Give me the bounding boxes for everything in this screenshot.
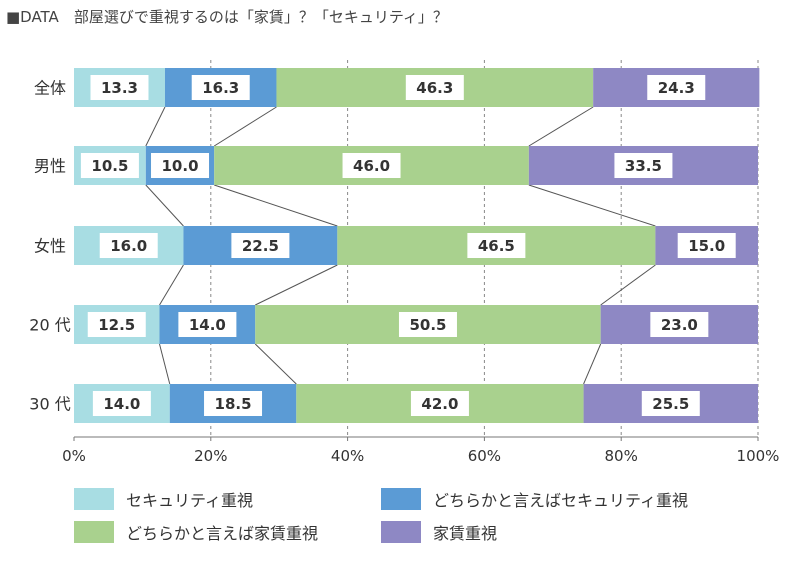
chart-title: ■DATA 部屋選びで重視するのは「家賃」？「セキュリティ」？ bbox=[6, 8, 448, 26]
value-label-box bbox=[92, 391, 151, 416]
x-tick-label: 40% bbox=[331, 447, 364, 465]
connector-line bbox=[213, 106, 277, 147]
value-label-box bbox=[467, 233, 526, 258]
value-label-box bbox=[398, 312, 457, 337]
value-label-box bbox=[641, 391, 700, 416]
legend-item-rent: 家賃重視 bbox=[381, 520, 497, 544]
x-tick-label: 20% bbox=[194, 447, 227, 465]
value-label: 25.5 bbox=[652, 395, 689, 413]
legend-label-somewhat-rent: どちらかと言えば家賃重視 bbox=[126, 524, 319, 543]
value-label-box bbox=[178, 312, 237, 337]
x-tick-label: 100% bbox=[737, 447, 780, 465]
value-label: 12.5 bbox=[98, 316, 135, 334]
legend-item-security: セキュリティ重視 bbox=[74, 487, 253, 511]
category-label: 女性 bbox=[34, 237, 66, 256]
value-label: 16.0 bbox=[110, 237, 147, 255]
value-label: 22.5 bbox=[242, 237, 279, 255]
value-label: 33.5 bbox=[625, 157, 662, 175]
value-label: 46.5 bbox=[478, 237, 515, 255]
value-label: 23.0 bbox=[661, 316, 698, 334]
value-label-box bbox=[191, 75, 250, 100]
value-label-box bbox=[405, 75, 464, 100]
connector-line bbox=[254, 343, 297, 385]
legend-item-somewhat-security: どちらかと言えばセキュリティ重視 bbox=[381, 487, 688, 511]
value-label-box bbox=[410, 391, 469, 416]
value-label: 24.3 bbox=[658, 79, 695, 97]
value-label: 13.3 bbox=[101, 79, 138, 97]
value-label: 16.3 bbox=[202, 79, 239, 97]
value-label-box bbox=[204, 391, 263, 416]
legend-swatch-somewhat-security bbox=[381, 488, 421, 510]
value-label-box bbox=[614, 153, 673, 178]
connector-line bbox=[145, 184, 184, 227]
connector-line bbox=[600, 264, 656, 306]
value-label-box bbox=[99, 233, 158, 258]
value-label-box bbox=[151, 153, 210, 178]
legend-swatch-somewhat-rent bbox=[74, 521, 114, 543]
value-label: 50.5 bbox=[409, 316, 446, 334]
legend-label-security: セキュリティ重視 bbox=[126, 491, 254, 510]
value-label-box bbox=[677, 233, 736, 258]
connector-line bbox=[255, 264, 338, 306]
legend-label-rent: 家賃重視 bbox=[433, 524, 498, 543]
connector-line bbox=[159, 264, 184, 306]
connector-line bbox=[145, 106, 166, 147]
value-label: 42.0 bbox=[421, 395, 458, 413]
value-label-box bbox=[231, 233, 290, 258]
legend-label-somewhat-security: どちらかと言えばセキュリティ重視 bbox=[433, 491, 689, 510]
category-label: 男性 bbox=[34, 157, 66, 176]
value-label-box bbox=[80, 153, 139, 178]
connector-line bbox=[583, 343, 602, 385]
connector-line bbox=[214, 184, 338, 227]
x-tick-label: 60% bbox=[468, 447, 501, 465]
x-tick-label: 80% bbox=[605, 447, 638, 465]
value-label: 15.0 bbox=[688, 237, 725, 255]
legend-swatch-security bbox=[74, 488, 114, 510]
category-label: 20 代 bbox=[29, 316, 70, 335]
value-label-box bbox=[650, 312, 709, 337]
connector-line bbox=[528, 106, 594, 147]
stacked-bar-chart: 全体 13.3 16.3 46.3 24.3 男性 10.5 10.0 46.0 33.5 女性 16… bbox=[29, 60, 780, 465]
value-label-box bbox=[90, 75, 149, 100]
value-label: 10.0 bbox=[162, 157, 199, 175]
connector-line bbox=[159, 343, 171, 385]
connector-line bbox=[528, 184, 656, 227]
value-label: 14.0 bbox=[103, 395, 140, 413]
value-label-box bbox=[647, 75, 706, 100]
category-label: 全体 bbox=[34, 79, 66, 98]
legend-swatch-rent bbox=[381, 521, 421, 543]
category-label: 30 代 bbox=[29, 395, 70, 414]
x-tick-label: 0% bbox=[62, 447, 86, 465]
value-label: 18.5 bbox=[215, 395, 252, 413]
value-label: 10.5 bbox=[91, 157, 128, 175]
value-label: 14.0 bbox=[189, 316, 226, 334]
legend-item-somewhat-rent: どちらかと言えば家賃重視 bbox=[74, 520, 318, 544]
value-label: 46.0 bbox=[353, 157, 390, 175]
value-label-box bbox=[342, 153, 401, 178]
value-label: 46.3 bbox=[416, 79, 453, 97]
value-label-box bbox=[87, 312, 146, 337]
